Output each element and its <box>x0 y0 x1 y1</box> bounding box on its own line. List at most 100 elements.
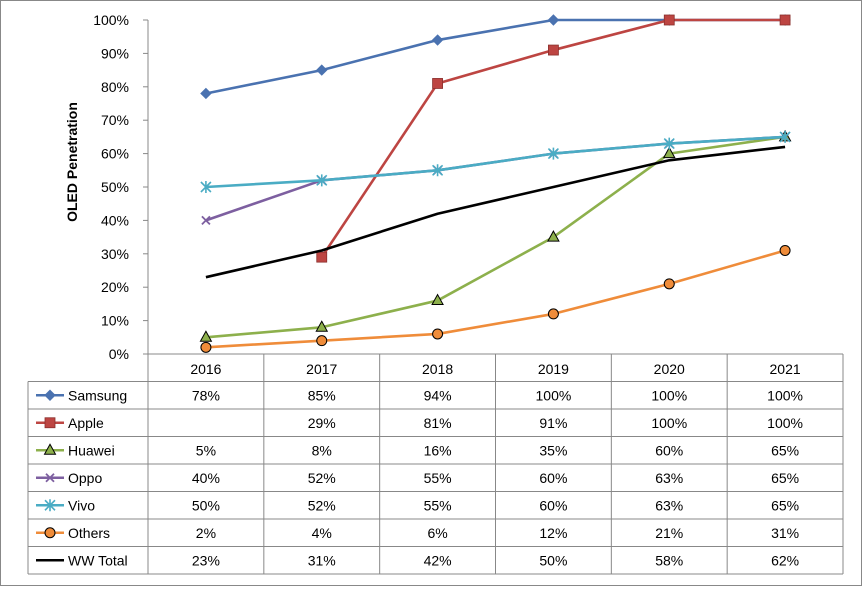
data-label-huawei: 60% <box>655 442 683 458</box>
legend-label-vivo: Vivo <box>68 497 95 513</box>
data-point-vivo <box>663 137 675 150</box>
series-line-vivo <box>205 135 786 189</box>
data-point-samsung <box>200 87 212 100</box>
data-label-others: 12% <box>539 525 567 541</box>
data-point-huawei <box>199 330 213 342</box>
x-tick-label: 2020 <box>654 361 685 377</box>
data-label-samsung: 85% <box>308 387 336 403</box>
data-label-oppo: 60% <box>539 470 567 486</box>
data-label-samsung: 94% <box>424 387 452 403</box>
legend-label-samsung: Samsung <box>68 387 127 403</box>
data-label-oppo: 55% <box>424 470 452 486</box>
data-point-vivo <box>200 181 212 193</box>
plot-area <box>199 14 792 353</box>
series-line-huawei <box>205 135 786 339</box>
y-tick-label: 60% <box>101 146 129 162</box>
y-tick-label: 70% <box>101 112 129 128</box>
data-point-huawei <box>315 320 329 332</box>
y-tick-label: 80% <box>101 79 129 95</box>
data-label-huawei: 16% <box>424 442 452 458</box>
data-point-vivo <box>432 164 444 177</box>
y-axis: 0% 10% 20% 30% 40% 50% 60% 70% 80% 90% 100% <box>93 12 149 362</box>
data-label-oppo: 52% <box>308 470 336 486</box>
table-row-samsung: Samsung 78% 85% 94% 100% 100% 100% <box>36 387 803 403</box>
series-others <box>200 244 791 353</box>
data-label-apple: 81% <box>424 415 452 431</box>
data-label-samsung: 78% <box>192 387 220 403</box>
data-point-others <box>663 278 675 290</box>
legend-label-huawei: Huawei <box>68 442 115 458</box>
data-label-oppo: 40% <box>192 470 220 486</box>
x-tick-label: 2021 <box>770 361 801 377</box>
data-point-huawei <box>662 146 676 159</box>
data-point-others <box>316 335 328 347</box>
data-label-huawei: 35% <box>539 442 567 458</box>
y-tick-label: 20% <box>101 279 129 295</box>
data-point-apple <box>548 44 559 56</box>
data-label-others: 2% <box>196 525 216 541</box>
data-label-others: 31% <box>771 525 799 541</box>
data-point-huawei <box>547 230 560 242</box>
data-point-apple <box>432 78 443 89</box>
table-row-oppo: Oppo 40% 52% 55% 60% 63% 65% <box>36 470 799 486</box>
data-label-vivo: 50% <box>192 497 220 513</box>
data-label-others: 4% <box>312 525 332 541</box>
data-label-others: 21% <box>655 525 683 541</box>
series-line-others <box>205 249 786 349</box>
data-point-oppo <box>201 215 211 226</box>
table-row-vivo: Vivo 50% 52% 55% 60% 63% 65% <box>36 497 799 513</box>
x-tick-label: 2016 <box>190 361 221 377</box>
table-row-huawei: Huawei 5% 8% 16% 35% 60% 65% <box>36 442 799 458</box>
data-point-huawei <box>431 293 444 306</box>
data-label-oppo: 63% <box>655 470 683 486</box>
data-point-samsung <box>547 14 560 26</box>
series-line-ww-total <box>205 145 786 279</box>
legend-key-marker-apple <box>44 417 56 429</box>
x-tick-label: 2017 <box>306 361 337 377</box>
series-ww-total <box>205 145 786 279</box>
data-label-huawei: 5% <box>196 442 216 458</box>
data-label-apple: 29% <box>308 415 336 431</box>
data-label-vivo: 63% <box>655 497 683 513</box>
legend-key-marker-others <box>44 527 56 539</box>
data-point-apple <box>663 14 675 26</box>
data-table: 2016 2017 2018 2019 2020 2021 Samsung 78% 85% 94%… <box>27 353 844 575</box>
y-axis-title: OLED Penetration <box>64 102 80 222</box>
series-vivo <box>200 130 791 193</box>
table-row-others: Others 2% 4% 6% 12% 21% 31% <box>36 525 799 541</box>
data-label-samsung: 100% <box>767 387 803 403</box>
data-label-apple: 91% <box>539 415 567 431</box>
data-label-ww-total: 62% <box>771 552 799 568</box>
data-label-vivo: 55% <box>424 497 452 513</box>
data-point-samsung <box>316 64 328 76</box>
data-label-vivo: 65% <box>771 497 799 513</box>
data-label-samsung: 100% <box>651 387 687 403</box>
series-apple <box>316 14 791 263</box>
data-point-others <box>779 244 791 256</box>
data-label-vivo: 60% <box>539 497 567 513</box>
table-row-apple: Apple 29% 81% 91% 100% 100% <box>36 415 803 431</box>
data-label-apple: 100% <box>651 415 687 431</box>
data-point-apple <box>779 14 791 26</box>
legend-label-apple: Apple <box>68 415 104 431</box>
data-label-ww-total: 31% <box>308 552 336 568</box>
table-row-ww-total: WW Total 23% 31% 42% 50% 58% 62% <box>36 552 799 568</box>
legend-label-oppo: Oppo <box>68 470 102 486</box>
data-point-vivo <box>316 174 328 187</box>
legend-key-marker-oppo <box>45 473 55 483</box>
legend-key-marker-huawei <box>43 443 57 455</box>
data-point-others <box>432 328 444 340</box>
y-tick-label: 90% <box>101 45 129 61</box>
data-point-others <box>200 341 212 353</box>
y-tick-label: 30% <box>101 246 129 262</box>
data-point-vivo <box>547 147 559 160</box>
legend-key-marker-vivo <box>44 499 56 512</box>
data-label-ww-total: 58% <box>655 552 683 568</box>
data-label-ww-total: 42% <box>424 552 452 568</box>
data-label-ww-total: 50% <box>539 552 567 568</box>
data-label-oppo: 65% <box>771 470 799 486</box>
data-point-apple <box>316 251 328 263</box>
